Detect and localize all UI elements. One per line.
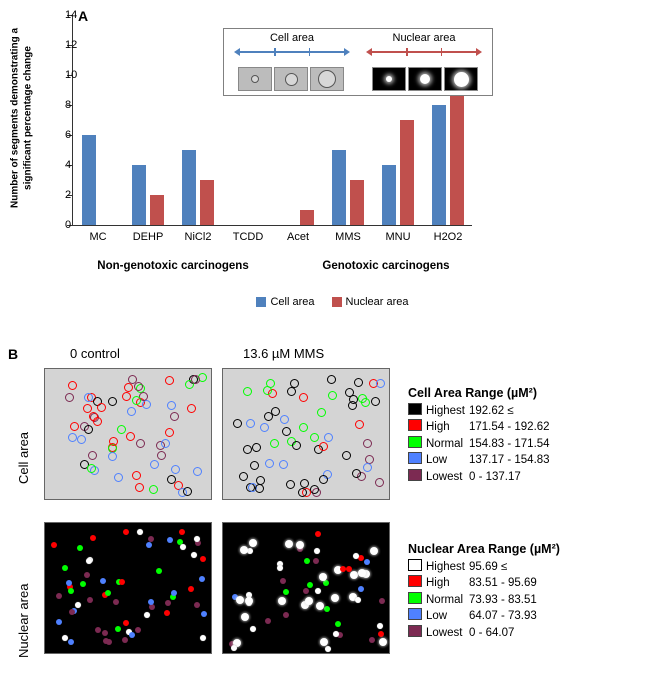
panel-b-label: B <box>8 346 18 362</box>
bar-cell-MMS <box>332 150 346 225</box>
row-nuclear-label: Nuclear area <box>16 584 31 658</box>
row-cell-label: Cell area <box>16 432 31 484</box>
inset-cell-label: Cell area <box>232 32 352 44</box>
nuc-arrow <box>372 51 476 53</box>
cell-legend-table: Highest192.62 ≤High171.54 - 192.62Normal… <box>408 403 554 485</box>
cell-legend-title: Cell Area Range (µM²) <box>408 386 554 400</box>
bar-cell-MC <box>82 135 96 225</box>
legend-row: Normal73.93 - 83.51 <box>408 592 541 608</box>
category-label: Acet <box>287 231 309 243</box>
nuc-legend-title: Nuclear Area Range (µM²) <box>408 542 560 556</box>
genotoxic-label: Genotoxic carcinogens <box>322 260 449 272</box>
legend-row: Normal154.83 - 171.54 <box>408 436 554 452</box>
nuc-legend-table: Highest95.69 ≤High83.51 - 95.69Normal73.… <box>408 559 541 641</box>
bar-nuclear-DEHP <box>150 195 164 225</box>
micrograph-nuc-control <box>44 522 212 654</box>
cell-arrow <box>240 51 344 53</box>
legend-row: High171.54 - 192.62 <box>408 419 554 435</box>
y-axis-title: Number of segments demonstrating a signi… <box>10 28 35 208</box>
legend-row: Lowest0 - 137.17 <box>408 469 554 485</box>
bar-nuclear-MNU <box>400 120 414 225</box>
category-label: MC <box>89 231 106 243</box>
nuclear-area-legend: Nuclear Area Range (µM²) Highest95.69 ≤H… <box>408 542 560 641</box>
bar-nuclear-Acet <box>300 210 314 225</box>
bar-cell-DEHP <box>132 165 146 225</box>
panel-a-legend: Cell area Nuclear area <box>8 296 643 308</box>
bar-cell-H2O2 <box>432 105 446 225</box>
legend-swatch-cell <box>256 297 266 307</box>
cell-thumbs <box>238 67 344 91</box>
legend-row: High83.51 - 95.69 <box>408 575 541 591</box>
legend-row: Low64.07 - 73.93 <box>408 608 541 624</box>
nongenotoxic-label: Non-genotoxic carcinogens <box>97 260 248 272</box>
col-control-label: 0 control <box>70 346 120 361</box>
legend-row: Highest95.69 ≤ <box>408 559 541 575</box>
panel-a: A Number of segments demonstrating a sig… <box>8 8 643 328</box>
category-label: NiCl2 <box>185 231 212 243</box>
chart-inset: Cell area Nuclear area <box>223 28 493 96</box>
legend-text-nuclear: Nuclear area <box>346 296 409 308</box>
inset-nuc-label: Nuclear area <box>364 32 484 44</box>
category-label: MMS <box>335 231 361 243</box>
panel-b: B 0 control 13.6 µM MMS Cell area Nuclea… <box>8 346 643 682</box>
legend-swatch-nuclear <box>332 297 342 307</box>
micrograph-cell-control <box>44 368 212 500</box>
bar-cell-MNU <box>382 165 396 225</box>
category-label: H2O2 <box>434 231 463 243</box>
legend-row: Low137.17 - 154.83 <box>408 452 554 468</box>
bar-cell-NiCl2 <box>182 150 196 225</box>
col-treated-label: 13.6 µM MMS <box>243 346 324 361</box>
category-label: MNU <box>385 231 410 243</box>
bar-chart: MCDEHPNiCl2TCDDAcetMMSMNUH2O2 Cell area … <box>72 16 472 226</box>
micrograph-nuc-treated <box>222 522 390 654</box>
micrograph-cell-treated <box>222 368 390 500</box>
category-label: TCDD <box>233 231 264 243</box>
bar-nuclear-MMS <box>350 180 364 225</box>
legend-row: Lowest0 - 64.07 <box>408 625 541 641</box>
cell-area-legend: Cell Area Range (µM²) Highest192.62 ≤Hig… <box>408 386 554 485</box>
legend-text-cell: Cell area <box>270 296 314 308</box>
bar-nuclear-NiCl2 <box>200 180 214 225</box>
legend-row: Highest192.62 ≤ <box>408 403 554 419</box>
nuc-thumbs <box>372 67 478 91</box>
category-label: DEHP <box>133 231 164 243</box>
